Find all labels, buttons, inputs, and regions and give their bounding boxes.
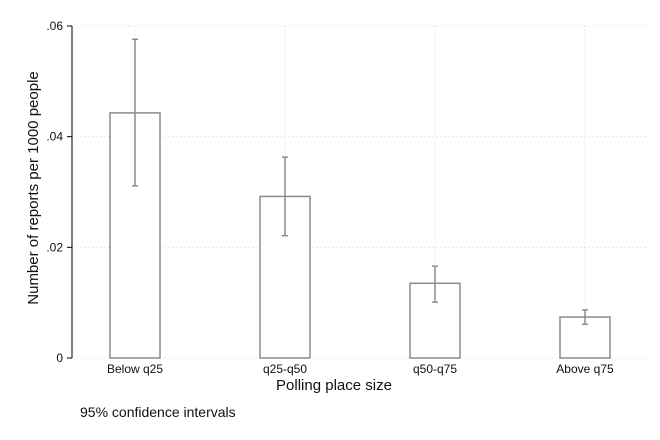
y-axis-title: Number of reports per 1000 people [25, 71, 42, 304]
y-tick-label: .06 [46, 19, 63, 33]
x-ticks: Below q25 q25-q50 q50-q75 Above q75 [107, 362, 614, 376]
x-tick-label: q50-q75 [413, 362, 457, 376]
y-tick-label: 0 [56, 351, 63, 365]
x-tick-label: q25-q50 [263, 362, 307, 376]
x-tick-label: Below q25 [107, 362, 163, 376]
y-tick-label: .04 [46, 130, 63, 144]
x-axis-title: Polling place size [276, 377, 392, 394]
error-bars [132, 38, 588, 325]
x-tick-label: Above q75 [556, 362, 614, 376]
chart-note: 95% confidence intervals [80, 404, 236, 420]
bars [109, 112, 611, 359]
y-ticks: 0 .02 .04 .06 [46, 19, 72, 365]
y-tick-label: .02 [46, 240, 63, 254]
